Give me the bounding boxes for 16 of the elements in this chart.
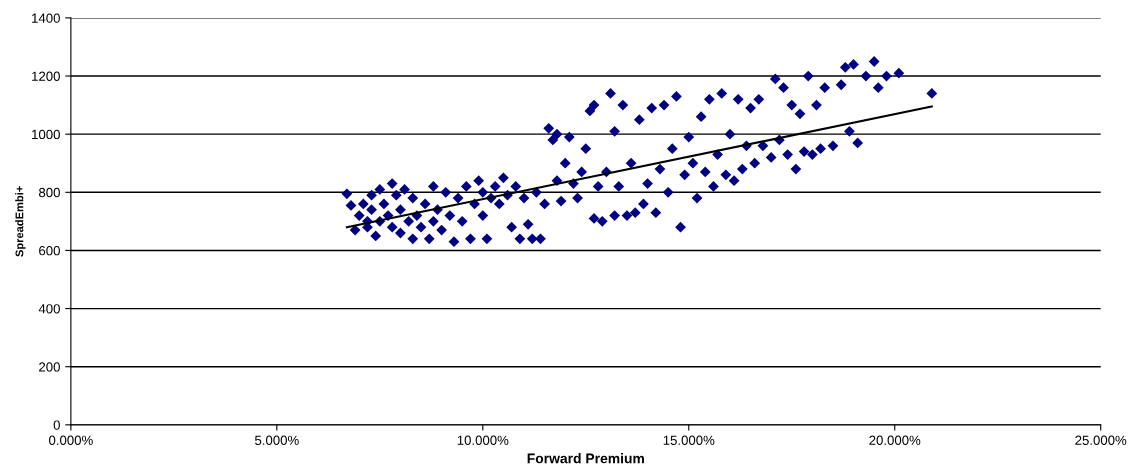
x-axis-title: Forward Premium — [527, 453, 644, 464]
x-tick-label: 10.000% — [457, 435, 509, 445]
y-tick-label: 0 — [53, 420, 60, 430]
y-tick-label: 400 — [38, 304, 60, 314]
y-tick-label: 1200 — [32, 71, 60, 81]
x-tick-label: 5.000% — [254, 435, 299, 445]
x-tick-label: 25.000% — [1075, 435, 1127, 445]
y-tick-label: 200 — [39, 362, 60, 372]
x-tick-label: 15.000% — [663, 435, 715, 445]
y-tick-label: 600 — [39, 246, 60, 256]
y-tick-label: 800 — [39, 187, 60, 198]
y-axis-title: SpreadEmbi+ — [15, 186, 26, 257]
x-tick-label: 0.000% — [49, 435, 93, 445]
y-tick-label: 1000 — [32, 129, 60, 140]
x-tick-label: 20.000% — [869, 435, 921, 445]
y-tick-label: 1400 — [32, 13, 60, 23]
